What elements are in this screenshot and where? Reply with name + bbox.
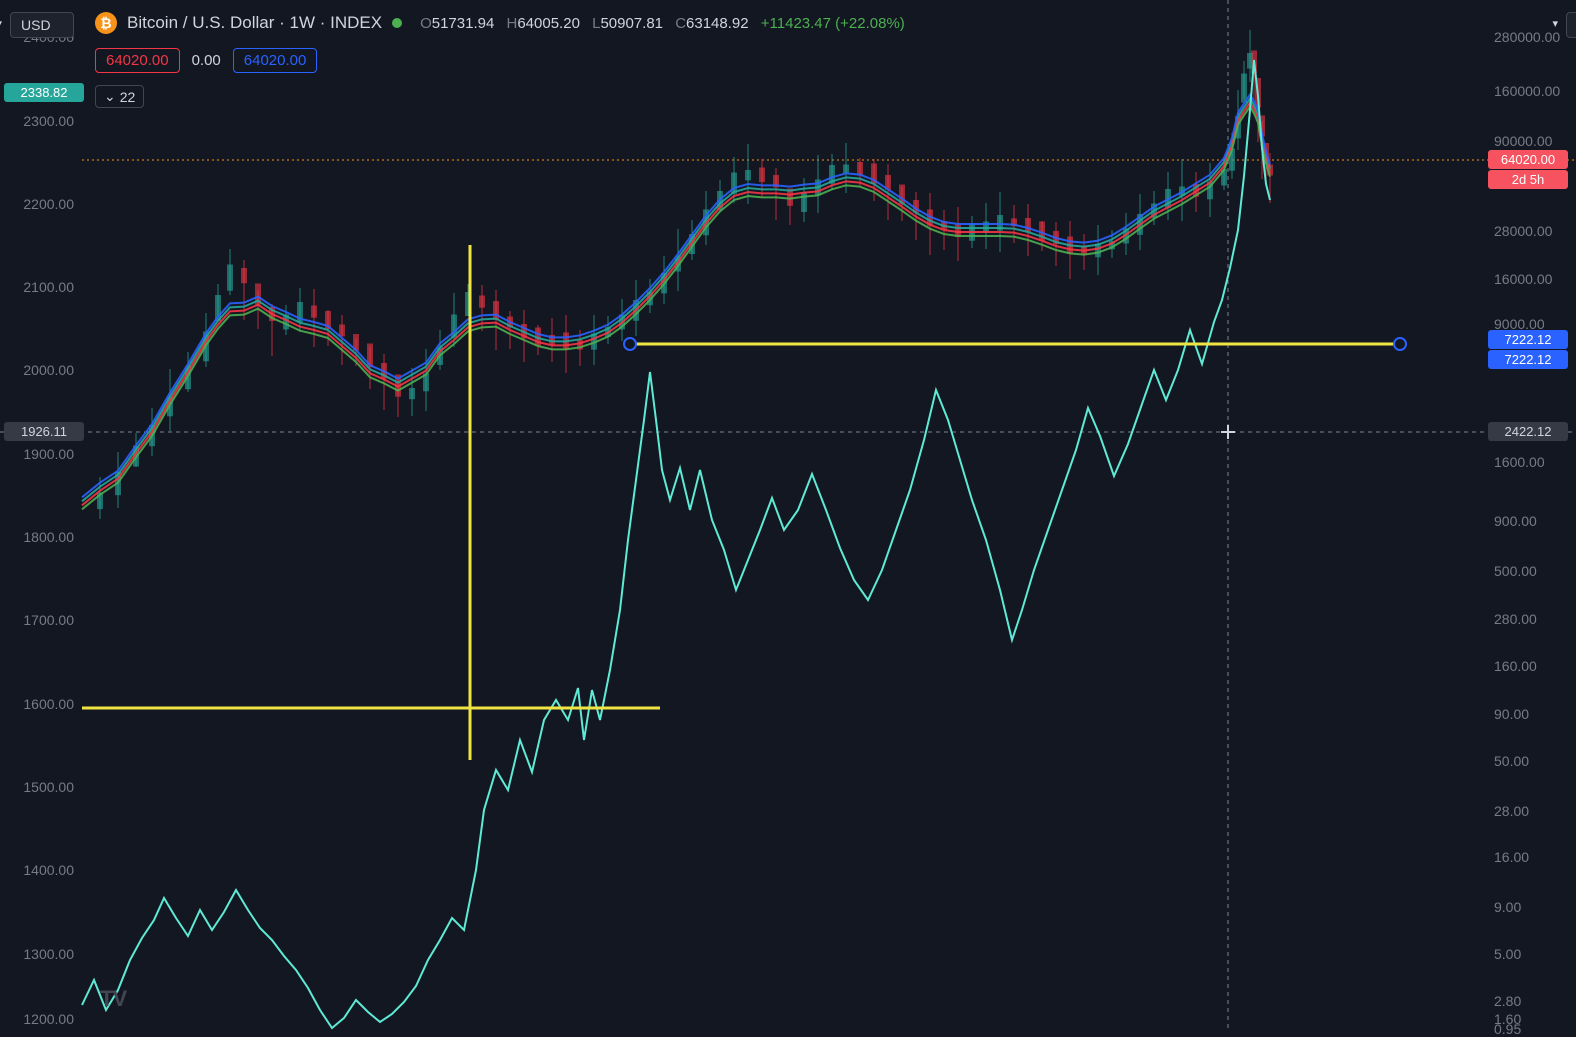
indicator-collapse-toggle[interactable]: ⌄ 22 bbox=[95, 85, 144, 108]
left-axis-tick: 2100.00 bbox=[0, 279, 82, 295]
left-axis-tick: 1900.00 bbox=[0, 446, 82, 462]
indicator-values-row: 64020.00 0.00 64020.00 bbox=[95, 48, 317, 73]
right-axis-tick: 16.00 bbox=[1486, 849, 1576, 865]
lower-series-line bbox=[82, 60, 1270, 1028]
right-axis-tick: 28000.00 bbox=[1486, 223, 1576, 239]
right-axis-line-tag: 7222.12 bbox=[1488, 330, 1568, 349]
right-price-axis[interactable]: 280000.00 160000.00 90000.00 28000.00 16000.… bbox=[1486, 0, 1576, 1030]
market-status-dot bbox=[392, 18, 402, 28]
chart-plot[interactable] bbox=[0, 0, 1576, 1030]
right-axis-tick: 160000.00 bbox=[1486, 83, 1576, 99]
left-axis-tick: 2000.00 bbox=[0, 362, 82, 378]
right-axis-line-tag-2: 7222.12 bbox=[1488, 350, 1568, 369]
left-price-axis[interactable]: 2400.002300.002200.002100.002000.001900.… bbox=[0, 0, 82, 1030]
right-axis-tick: 16000.00 bbox=[1486, 271, 1576, 287]
right-axis-tick: 900.00 bbox=[1486, 513, 1576, 529]
drawing-handle-1[interactable] bbox=[1394, 338, 1406, 350]
left-axis-tick: 2200.00 bbox=[0, 196, 82, 212]
symbol-header: ₿ Bitcoin / U.S. Dollar · 1W · INDEX O51… bbox=[95, 12, 905, 34]
left-axis-crosshair-tag: 1926.11 bbox=[4, 422, 84, 441]
tradingview-watermark: TV bbox=[100, 986, 126, 1012]
drawing-handle-0[interactable] bbox=[624, 338, 636, 350]
right-axis-tick: 50.00 bbox=[1486, 753, 1576, 769]
right-axis-countdown-tag: 2d 5h bbox=[1488, 170, 1568, 189]
right-axis-tick: 28.00 bbox=[1486, 803, 1576, 819]
left-axis-tick: 1800.00 bbox=[0, 529, 82, 545]
left-axis-tick: 1500.00 bbox=[0, 779, 82, 795]
right-axis-tick: 90000.00 bbox=[1486, 133, 1576, 149]
chevron-down-icon: ⌄ bbox=[104, 88, 116, 105]
right-axis-tick: 160.00 bbox=[1486, 658, 1576, 674]
left-axis-tick: 1300.00 bbox=[0, 946, 82, 962]
right-axis-tick: 90.00 bbox=[1486, 706, 1576, 722]
chart-container: USD USD ₿ Bitcoin / U.S. Dollar · 1W · I… bbox=[0, 0, 1576, 1030]
right-axis-tick: 500.00 bbox=[1486, 563, 1576, 579]
left-axis-tick: 2300.00 bbox=[0, 113, 82, 129]
right-axis-tick: 9.00 bbox=[1486, 899, 1576, 915]
left-axis-last-price-tag: 2338.82 bbox=[4, 83, 84, 102]
right-axis-tick: 280.00 bbox=[1486, 611, 1576, 627]
value-pill-blue: 64020.00 bbox=[233, 48, 318, 73]
value-mid: 0.00 bbox=[192, 52, 221, 69]
right-axis-price-tag: 64020.00 bbox=[1488, 150, 1568, 169]
right-axis-tick: 1600.00 bbox=[1486, 454, 1576, 470]
symbol-name[interactable]: Bitcoin / U.S. Dollar · 1W · INDEX bbox=[127, 13, 382, 33]
right-axis-tick: 0.95 bbox=[1486, 1021, 1576, 1037]
value-pill-red: 64020.00 bbox=[95, 48, 180, 73]
right-axis-tick: 2.80 bbox=[1486, 993, 1576, 1009]
right-axis-crosshair-tag: 2422.12 bbox=[1488, 422, 1568, 441]
right-axis-tick: 5.00 bbox=[1486, 946, 1576, 962]
ohlc-readout: O51731.94 H64005.20 L50907.81 C63148.92 … bbox=[412, 15, 905, 32]
left-axis-tick: 1700.00 bbox=[0, 612, 82, 628]
right-axis-tick: 280000.00 bbox=[1486, 29, 1576, 45]
currency-select-right[interactable]: USD bbox=[1566, 12, 1576, 38]
currency-select-left[interactable]: USD bbox=[10, 12, 74, 38]
left-axis-tick: 1600.00 bbox=[0, 696, 82, 712]
left-axis-tick: 1200.00 bbox=[0, 1011, 82, 1027]
ma-line-3 bbox=[82, 107, 1270, 510]
bitcoin-icon: ₿ bbox=[95, 12, 117, 34]
left-axis-tick: 1400.00 bbox=[0, 862, 82, 878]
